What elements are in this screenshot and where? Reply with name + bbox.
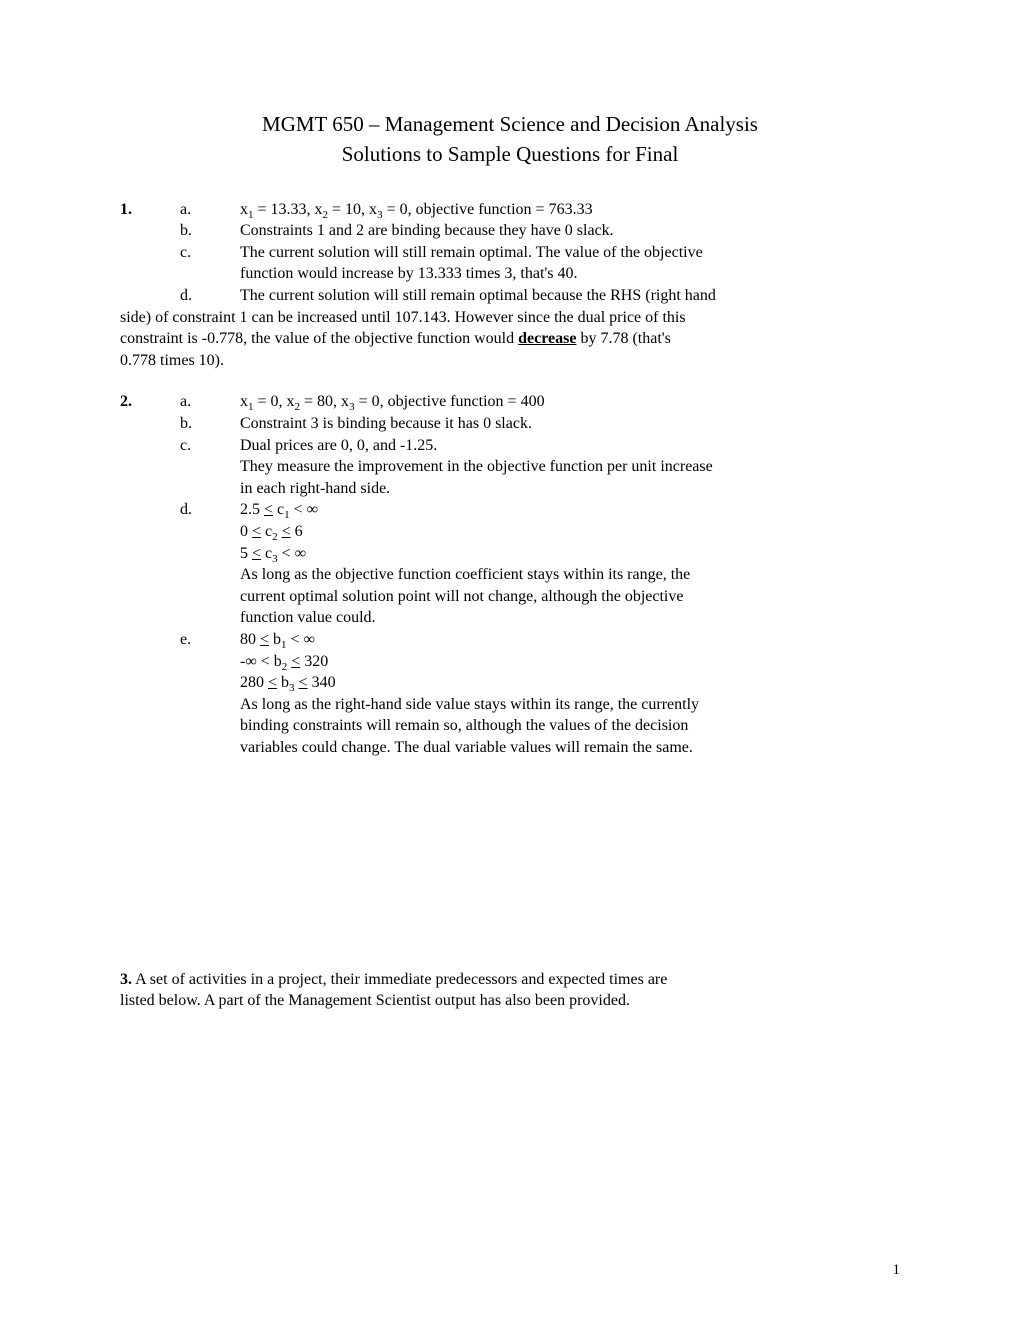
q2e-letter: e.: [180, 629, 240, 651]
document-page: MGMT 650 – Management Science and Decisi…: [0, 0, 1020, 1320]
q2d-l4: As long as the objective function coeffi…: [240, 564, 900, 586]
q2c-line2: They measure the improvement in the obje…: [120, 456, 900, 478]
q1-row-c: c. The current solution will still remai…: [120, 242, 900, 264]
q1-row-a: 1. a. x1 = 13.33, x2 = 10, x3 = 0, objec…: [120, 199, 900, 221]
q2-row-e: e. 80 < b1 < ∞: [120, 629, 900, 651]
q2d-l3: 5 < c3 < ∞: [240, 543, 900, 565]
q2c-line3: in each right-hand side.: [120, 478, 900, 500]
q2d-letter: d.: [180, 499, 240, 521]
q1-row-b: b. Constraints 1 and 2 are binding becau…: [120, 220, 900, 242]
q2c-letter: c.: [180, 435, 240, 457]
q1b-content: Constraints 1 and 2 are binding because …: [240, 220, 900, 242]
q2e-l6: variables could change. The dual variabl…: [240, 737, 900, 759]
page-number: 1: [893, 1260, 901, 1280]
q2d-l2: 0 < c2 < 6: [240, 521, 900, 543]
q1d-letter: d.: [180, 285, 240, 307]
decrease-emphasis: decrease: [518, 330, 576, 347]
q2-row-a: 2. a. x1 = 0, x2 = 80, x3 = 0, objective…: [120, 391, 900, 413]
q2-row-d: d. 2.5 < c1 < ∞: [120, 499, 900, 521]
document-subtitle: Solutions to Sample Questions for Final: [120, 140, 900, 168]
q2d-l5: current optimal solution point will not …: [240, 586, 900, 608]
q2e-l4: As long as the right-hand side value sta…: [240, 694, 900, 716]
q1-row-d: d. The current solution will still remai…: [120, 285, 900, 307]
q2d-l1: 2.5 < c1 < ∞: [240, 499, 900, 521]
q1c-content-l2: function would increase by 13.333 times …: [240, 263, 900, 285]
q1d-cont1: side) of constraint 1 can be increased u…: [120, 307, 900, 329]
q1c-letter: c.: [180, 242, 240, 264]
document-title: MGMT 650 – Management Science and Decisi…: [120, 110, 900, 138]
q2e-l3: 280 < b3 < 340: [240, 672, 900, 694]
q1d-content-l1: The current solution will still remain o…: [240, 285, 900, 307]
q2e-l1: 80 < b1 < ∞: [240, 629, 900, 651]
q1c-content-l1: The current solution will still remain o…: [240, 242, 900, 264]
q2-row-b: b. Constraint 3 is binding because it ha…: [120, 413, 900, 435]
q3-line1: 3. A set of activities in a project, the…: [120, 969, 900, 991]
q2b-letter: b.: [180, 413, 240, 435]
q1-number: 1.: [120, 199, 180, 221]
q2a-letter: a.: [180, 391, 240, 413]
q2a-content: x1 = 0, x2 = 80, x3 = 0, objective funct…: [240, 391, 900, 413]
q2-row-c: c. Dual prices are 0, 0, and -1.25.: [120, 435, 900, 457]
q1d-cont3: 0.778 times 10).: [120, 350, 900, 372]
q3-line2: listed below. A part of the Management S…: [120, 990, 900, 1012]
q2d-l6: function value could.: [240, 607, 900, 629]
q1a-content: x1 = 13.33, x2 = 10, x3 = 0, objective f…: [240, 199, 900, 221]
q1a-letter: a.: [180, 199, 240, 221]
q1b-letter: b.: [180, 220, 240, 242]
q2b-content: Constraint 3 is binding because it has 0…: [240, 413, 900, 435]
q1c-line2: function would increase by 13.333 times …: [120, 263, 900, 285]
q2c-content-l2: They measure the improvement in the obje…: [240, 456, 900, 478]
q2e-l5: binding constraints will remain so, alth…: [240, 715, 900, 737]
q2c-content-l1: Dual prices are 0, 0, and -1.25.: [240, 435, 900, 457]
q1d-cont2: constraint is -0.778, the value of the o…: [120, 328, 900, 350]
q2e-l2: -∞ < b2 < 320: [240, 651, 900, 673]
q3-number: 3.: [120, 971, 132, 988]
q2c-content-l3: in each right-hand side.: [240, 478, 900, 500]
q2-number: 2.: [120, 391, 180, 413]
